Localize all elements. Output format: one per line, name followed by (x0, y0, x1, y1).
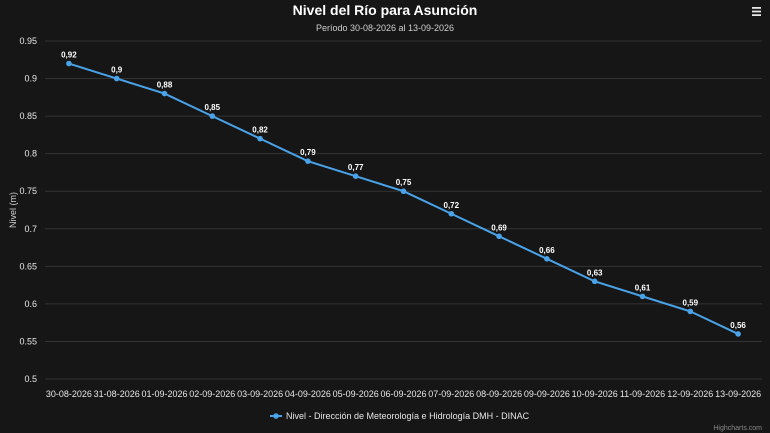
data-label: 0,63 (587, 268, 603, 277)
data-point[interactable] (400, 188, 407, 195)
data-label: 0,88 (157, 81, 173, 90)
x-tick-label: 08-09-2026 (476, 389, 522, 399)
data-label: 0,56 (730, 321, 746, 330)
x-tick-label: 10-09-2026 (572, 389, 618, 399)
data-point[interactable] (209, 113, 216, 119)
x-tick-label: 01-09-2026 (141, 389, 187, 399)
series-line (68, 62, 739, 335)
y-tick-label: 0.55 (19, 336, 37, 346)
x-tick-label: 02-09-2026 (189, 389, 235, 399)
y-axis-ticks: 0.5 0.55 0.6 0.65 0.7 0.75 0.8 0.85 0.9 0.95 (19, 36, 37, 384)
y-tick-label: 0.85 (19, 111, 37, 121)
legend-label: Nivel - Dirección de Meteorología e Hidr… (286, 411, 530, 421)
chart-subtitle: Período 30-08-2026 al 13-09-2026 (316, 23, 454, 33)
data-label: 0,92 (61, 51, 77, 60)
y-tick-label: 0.7 (24, 224, 37, 234)
data-label: 0,69 (491, 223, 507, 232)
data-points (66, 60, 741, 337)
credits-link[interactable]: Highcharts.com (713, 425, 762, 432)
data-label: 0,82 (252, 126, 268, 135)
x-tick-label: 11-09-2026 (620, 389, 665, 399)
y-tick-label: 0.6 (24, 299, 37, 309)
data-point[interactable] (305, 158, 311, 164)
data-point[interactable] (639, 293, 646, 300)
hamburger-menu-icon[interactable] (752, 7, 761, 16)
grid-lines (45, 40, 762, 380)
data-point[interactable] (352, 173, 359, 179)
data-point[interactable] (448, 210, 455, 217)
y-tick-label: 0.5 (24, 374, 37, 384)
x-tick-label: 05-09-2026 (333, 389, 379, 399)
data-label: 0,66 (539, 246, 555, 255)
data-point[interactable] (66, 60, 72, 67)
data-point[interactable] (687, 308, 694, 315)
y-tick-label: 0.95 (19, 36, 37, 46)
y-tick-label: 0.75 (19, 186, 37, 196)
data-label: 0,61 (635, 283, 651, 292)
y-tick-label: 0.9 (24, 74, 37, 84)
chart-title: Nivel del Río para Asunción (293, 2, 478, 18)
data-point[interactable] (113, 75, 120, 82)
data-label: 0,72 (444, 201, 460, 210)
y-tick-label: 0.65 (19, 261, 37, 271)
y-axis-title: Nivel (m) (8, 192, 18, 228)
data-point[interactable] (161, 90, 168, 97)
data-point[interactable] (496, 233, 502, 240)
x-tick-label: 30-08-2026 (46, 389, 92, 399)
data-label: 0,79 (300, 148, 316, 157)
data-label: 0,75 (396, 178, 412, 187)
data-point[interactable] (735, 331, 741, 337)
data-label: 0,9 (111, 66, 123, 75)
x-tick-label: 13-09-2026 (715, 389, 761, 399)
x-axis-ticks: 30-08-2026 31-08-2026 01-09-2026 02-09-2026… (46, 389, 761, 399)
x-tick-label: 31-08-2026 (94, 389, 140, 399)
data-label: 0,59 (683, 298, 699, 307)
data-point[interactable] (257, 135, 263, 142)
x-tick-label: 07-09-2026 (428, 389, 474, 399)
x-tick-label: 09-09-2026 (524, 389, 570, 399)
data-label: 0,85 (205, 103, 221, 112)
legend-item[interactable]: Nivel - Dirección de Meteorología e Hidr… (270, 411, 530, 421)
x-tick-label: 04-09-2026 (285, 389, 331, 399)
x-tick-label: 12-09-2026 (667, 389, 713, 399)
x-tick-label: 06-09-2026 (380, 389, 426, 399)
x-tick-label: 03-09-2026 (237, 389, 283, 399)
data-point[interactable] (544, 256, 550, 262)
series-polyline (68, 62, 739, 335)
y-tick-label: 0.8 (24, 149, 37, 159)
legend-marker-icon (273, 413, 279, 419)
data-label: 0,77 (348, 163, 364, 172)
data-point[interactable] (591, 278, 598, 285)
data-labels: 0,92 0,9 0,88 0,85 0,82 0,79 0,77 0,75 0,72 0,69 0… (60, 50, 747, 331)
